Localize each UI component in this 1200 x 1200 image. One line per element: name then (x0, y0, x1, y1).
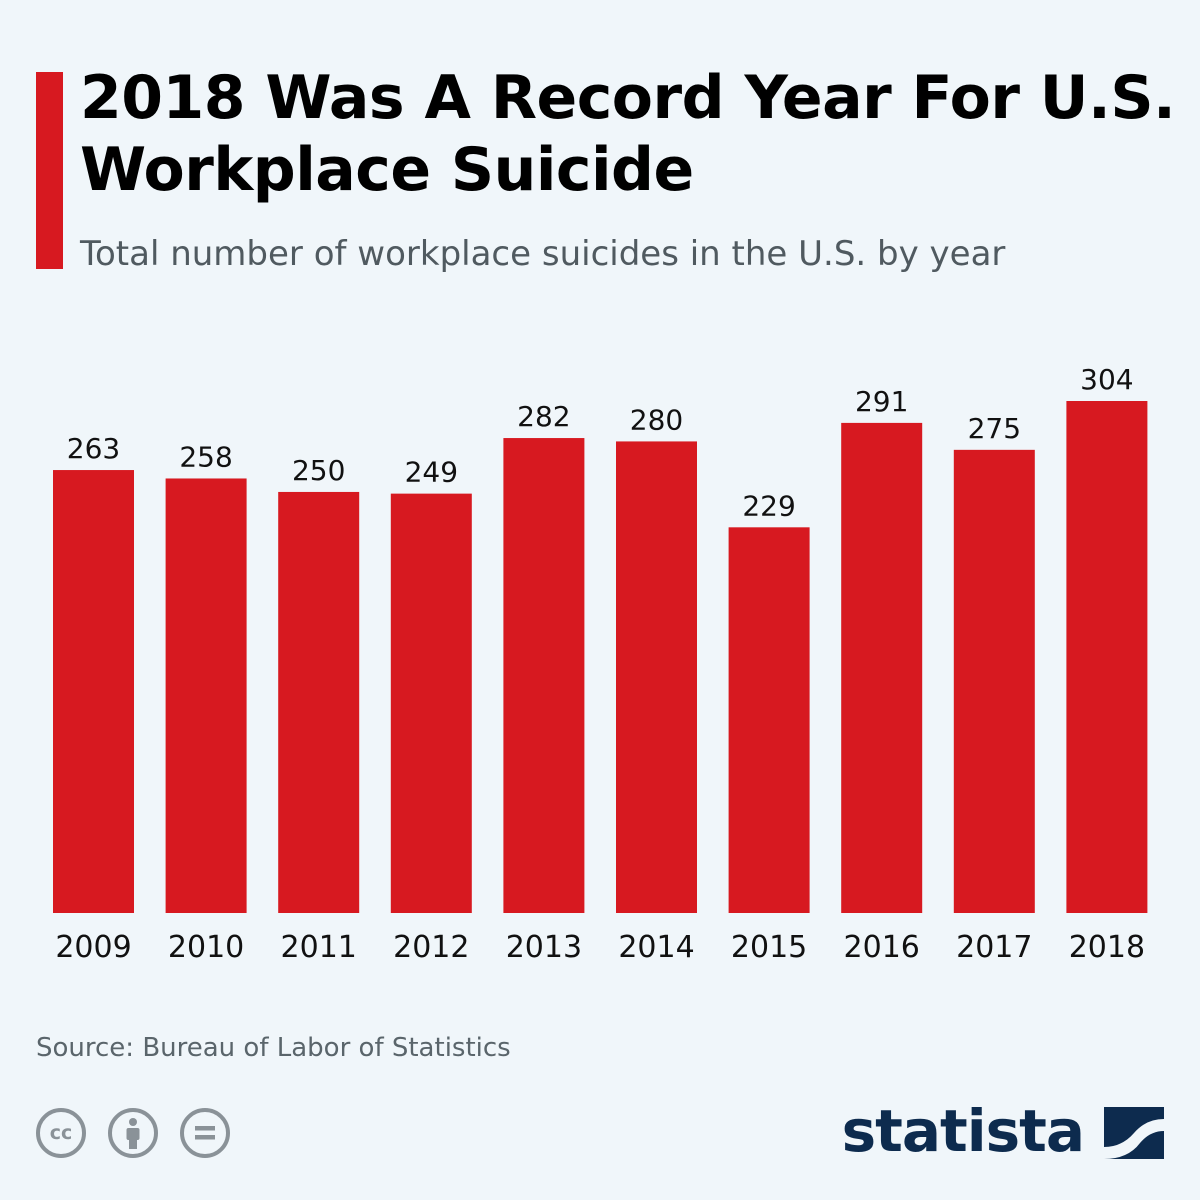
source-note: Source: Bureau of Labor of Statistics (36, 1033, 511, 1063)
value-label-2018: 304 (1080, 363, 1133, 396)
brand-name: statista (841, 1097, 1085, 1165)
bar-2013 (503, 438, 585, 913)
category-label-2018: 2018 (1069, 930, 1145, 965)
value-label-2016: 291 (855, 385, 908, 418)
bar-2015 (728, 527, 810, 913)
bar-2016 (841, 422, 923, 913)
accent-bar (36, 72, 63, 269)
category-label-2014: 2014 (618, 930, 694, 965)
statista-logo-icon (1104, 1107, 1164, 1159)
value-label-2017: 275 (968, 412, 1021, 445)
no-derivatives-icon[interactable] (180, 1108, 230, 1158)
chart-subtitle: Total number of workplace suicides in th… (80, 234, 1006, 274)
value-label-2010: 258 (179, 440, 232, 473)
category-label-2015: 2015 (731, 930, 807, 965)
bar-2014 (616, 441, 697, 913)
attribution-icon[interactable] (108, 1108, 158, 1158)
bar-2010 (165, 478, 247, 913)
category-label-2011: 2011 (281, 930, 357, 965)
category-label-2009: 2009 (55, 930, 131, 965)
bar-2009 (53, 470, 134, 913)
bar-2017 (953, 449, 1035, 913)
value-label-2009: 263 (67, 432, 120, 465)
bar-2012 (390, 493, 472, 913)
value-label-2014: 280 (630, 403, 683, 436)
bar-2018 (1066, 401, 1148, 913)
category-label-2016: 2016 (844, 930, 920, 965)
bar-chart: 263 2009 258 2010 250 2011 249 2012 282 2013 280 20… (53, 363, 1148, 965)
value-label-2015: 229 (742, 489, 795, 522)
bar-2011 (278, 491, 360, 913)
creative-commons-icon[interactable]: cc (36, 1108, 86, 1158)
category-label-2017: 2017 (956, 930, 1032, 965)
value-label-2013: 282 (517, 400, 570, 433)
category-label-2010: 2010 (168, 930, 244, 965)
category-label-2013: 2013 (506, 930, 582, 965)
value-label-2012: 249 (405, 456, 458, 489)
value-label-2011: 250 (292, 454, 345, 487)
category-label-2012: 2012 (393, 930, 469, 965)
chart-title: 2018 Was A Record Year For U.S. Workplac… (80, 63, 1176, 205)
